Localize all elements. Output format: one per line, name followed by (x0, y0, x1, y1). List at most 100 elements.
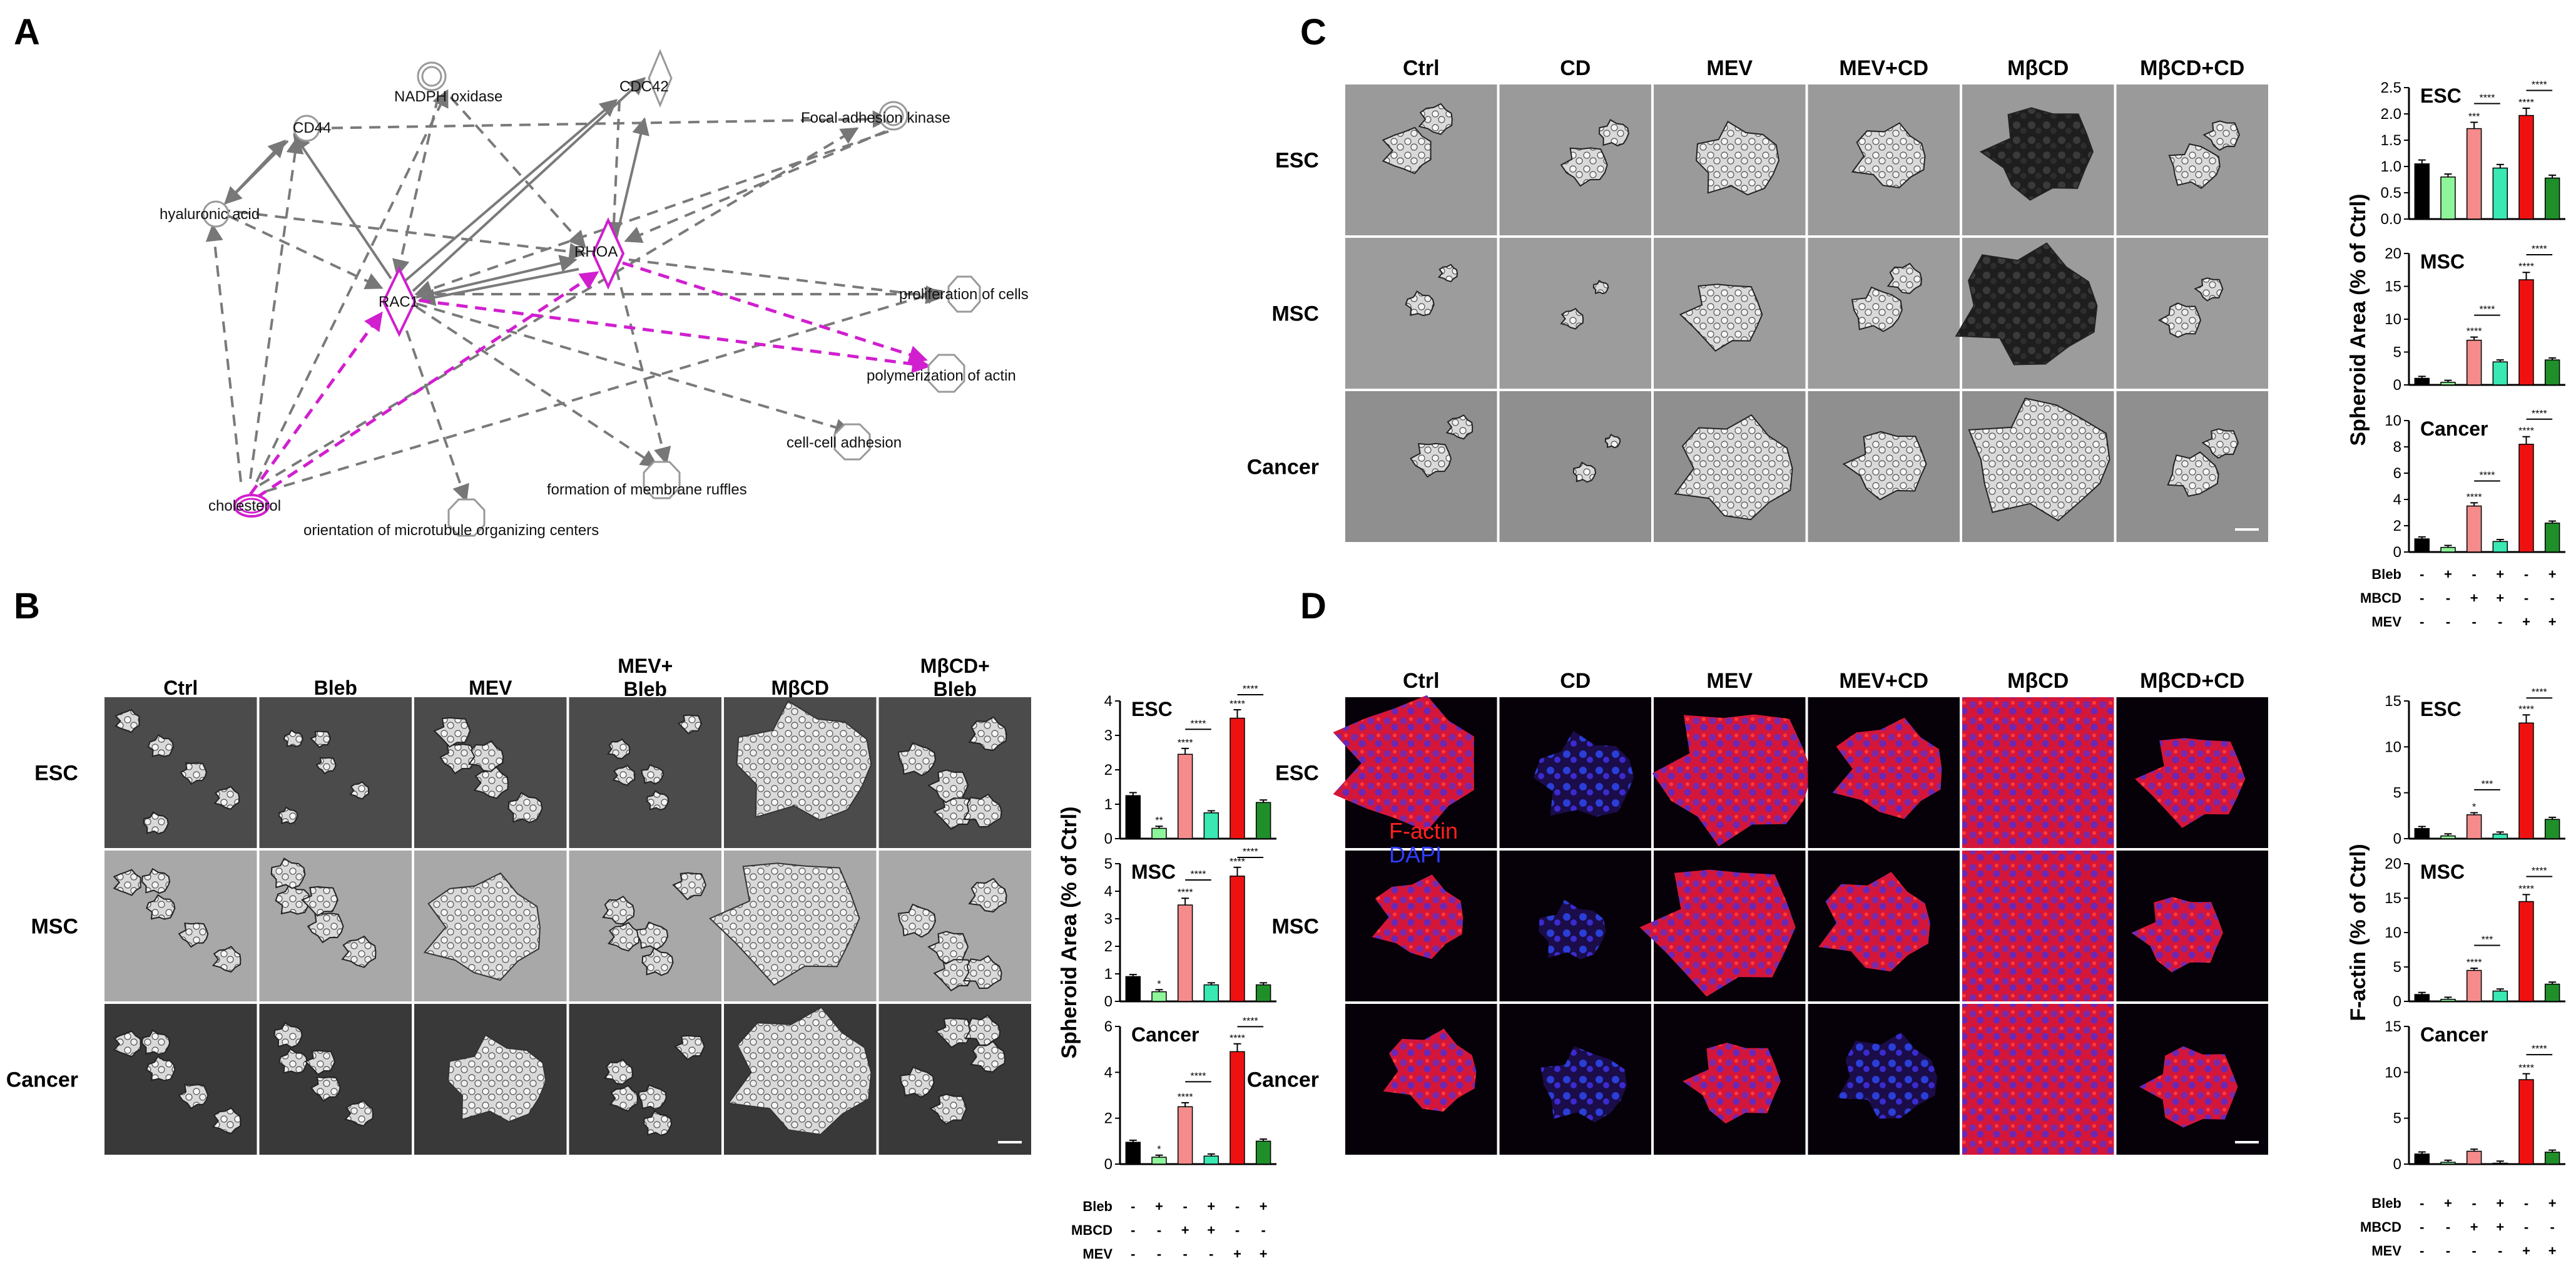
node-label-polym: polymerization of actin (867, 367, 1016, 384)
spheroid (211, 1107, 242, 1135)
treatment-label: MBCD (2360, 590, 2401, 606)
bracket-label: **** (2532, 244, 2547, 255)
bar (2440, 546, 2456, 553)
y-tick-label: 2 (1104, 762, 1112, 779)
y-tick-label: 0 (2393, 377, 2401, 394)
treatment-mark: - (2446, 614, 2450, 630)
micrograph-cell (724, 697, 877, 848)
treatment-mark: + (2444, 1195, 2452, 1211)
column-header: MβCD (2007, 56, 2069, 80)
micrograph-cell (569, 1004, 721, 1155)
subplot-title: Cancer (2420, 1023, 2488, 1046)
bar (2414, 538, 2430, 553)
micrograph-cell (1499, 238, 1651, 389)
significance-mark: **** (1178, 1092, 1193, 1103)
y-tick-label: 8 (2393, 439, 2401, 456)
bar (1255, 984, 1271, 1002)
micrograph-cell (1962, 851, 2114, 1001)
bar (2518, 901, 2534, 1002)
y-tick-label: 2 (2393, 518, 2401, 534)
bar (2518, 444, 2534, 553)
bracket-label: **** (1243, 847, 1258, 857)
micrograph-cell (2116, 391, 2268, 542)
spheroid (2131, 897, 2223, 973)
rhoa-node (591, 217, 625, 290)
treatment-mark: + (2548, 614, 2557, 630)
treatment-mark: + (2522, 1243, 2530, 1259)
spheroid (672, 872, 706, 901)
spheroid (929, 1093, 967, 1125)
spheroid (275, 883, 311, 915)
panel-letter-b: B (14, 586, 40, 626)
spheroid (636, 921, 669, 951)
micrograph-cell (1654, 1004, 1806, 1155)
micrograph-background (1499, 391, 1651, 542)
treatment-mark: + (2470, 590, 2478, 606)
y-tick-label: 4 (1104, 883, 1112, 900)
bar (2466, 128, 2482, 220)
y-tick-label: 5 (2393, 785, 2401, 802)
treatment-mark: + (2548, 1243, 2557, 1259)
spheroid (1572, 461, 1597, 483)
spheroid (143, 811, 169, 835)
spheroid (962, 954, 1002, 989)
node-label-cd44: CD44 (293, 120, 331, 136)
column-header: Bleb (624, 678, 667, 700)
y-tick-label: 3 (1104, 727, 1112, 744)
spheroid (349, 781, 370, 800)
bar (2544, 177, 2560, 220)
fluorescence-field (1962, 697, 2114, 848)
significance-mark: **** (1178, 887, 1193, 898)
spheroid (1832, 717, 1942, 819)
treatment-mark: - (2446, 590, 2450, 606)
significance-mark: **** (2467, 327, 2482, 337)
spheroid (307, 913, 344, 944)
bar (2492, 990, 2508, 1002)
spheroid (962, 793, 1002, 828)
node-label-cdc42: CDC42 (619, 78, 669, 95)
spheroid (609, 1085, 638, 1112)
y-tick-label: 4 (1104, 693, 1112, 710)
treatment-mark: - (1261, 1222, 1266, 1238)
treatment-mark: - (2472, 1195, 2477, 1211)
spheroid (1696, 120, 1780, 196)
significance-mark: **** (1178, 738, 1193, 749)
y-tick-label: 10 (2385, 1064, 2401, 1081)
bracket-label: **** (2532, 409, 2547, 419)
treatment-mark: - (1157, 1246, 1161, 1262)
treatment-label: MBCD (2360, 1219, 2401, 1235)
micrograph-cell (1654, 238, 1806, 389)
spheroid (447, 1034, 547, 1123)
row-label: Cancer (1247, 1068, 1319, 1092)
treatment-mark: + (1260, 1199, 1268, 1214)
micrograph-cell (259, 1004, 412, 1155)
column-header: MEV+CD (1839, 669, 1928, 693)
column-header: MEV (1706, 56, 1753, 80)
bar (1151, 827, 1167, 839)
y-tick-label: 5 (2393, 344, 2401, 361)
bracket-label: **** (2480, 305, 2495, 315)
y-tick-label: 1 (1104, 966, 1112, 983)
subplot-title: MSC (2420, 861, 2465, 883)
micrograph-cell (709, 851, 877, 1001)
bracket-label: **** (2480, 471, 2495, 481)
bar (2466, 339, 2482, 386)
panel-letter-a: A (14, 12, 40, 53)
y-tick-label: 2 (1104, 938, 1112, 955)
significance-mark: **** (2467, 492, 2482, 503)
spheroid (1437, 263, 1458, 283)
spheroid (969, 1040, 1006, 1073)
y-tick-label: 4 (2393, 491, 2401, 508)
y-tick-label: 10 (2385, 739, 2401, 755)
spheroid (141, 867, 171, 894)
treatment-mark: + (2496, 590, 2504, 606)
spheroid (213, 785, 240, 810)
node-label-nadph: NADPH oxidase (394, 88, 502, 105)
bracket-label: **** (1191, 1071, 1206, 1081)
y-tick-label: 15 (2385, 279, 2401, 295)
significance-mark: **** (1229, 857, 1245, 867)
bar (2440, 176, 2456, 220)
y-tick-label: 0 (1104, 831, 1112, 847)
row-label: Cancer (6, 1068, 78, 1092)
row-label: MSC (31, 915, 78, 939)
